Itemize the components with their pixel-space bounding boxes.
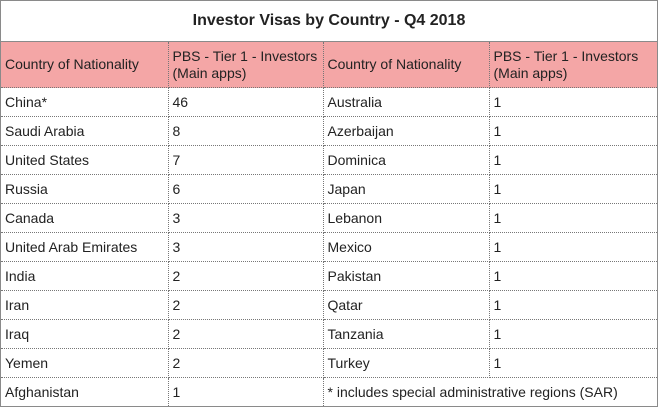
right-country-cell: Azerbaijan <box>323 116 490 146</box>
left-count-cell: 2 <box>168 348 324 378</box>
table-row: Iraq 2 Tanzania 1 <box>1 319 657 349</box>
left-count-cell: 3 <box>168 203 324 233</box>
left-count-cell: 2 <box>168 290 324 320</box>
left-country-cell: Iraq <box>1 319 169 349</box>
left-count-cell: 46 <box>168 87 324 117</box>
right-country-cell: Australia <box>323 87 490 117</box>
right-count-cell: 1 <box>489 348 657 378</box>
right-count-cell: 1 <box>489 203 657 233</box>
header-left-count: PBS - Tier 1 - Investors (Main apps) <box>168 42 324 88</box>
right-country-cell: Tanzania <box>323 319 490 349</box>
right-count-cell: 1 <box>489 174 657 204</box>
right-count-cell: 1 <box>489 116 657 146</box>
left-count-cell: 2 <box>168 261 324 291</box>
table-row: United Arab Emirates 3 Mexico 1 <box>1 232 657 262</box>
table-title: Investor Visas by Country - Q4 2018 <box>1 1 657 42</box>
header-left-country: Country of Nationality <box>1 42 169 88</box>
right-country-cell: Qatar <box>323 290 490 320</box>
right-country-cell: Turkey <box>323 348 490 378</box>
right-count-cell: 1 <box>489 232 657 262</box>
right-country-cell: Japan <box>323 174 490 204</box>
left-country-cell: Canada <box>1 203 169 233</box>
header-right-country: Country of Nationality <box>323 42 490 88</box>
right-count-cell: 1 <box>489 290 657 320</box>
table-row: United States 7 Dominica 1 <box>1 145 657 175</box>
right-count-cell: 1 <box>489 261 657 291</box>
left-count-cell: 7 <box>168 145 324 175</box>
header-row: Country of Nationality PBS - Tier 1 - In… <box>1 42 657 88</box>
left-country-cell: Yemen <box>1 348 169 378</box>
footnote-cell: * includes special administrative region… <box>327 384 618 400</box>
left-country-cell: Russia <box>1 174 169 204</box>
left-country-cell: Afghanistan <box>1 377 169 406</box>
right-country-cell: Mexico <box>323 232 490 262</box>
table-row: Canada 3 Lebanon 1 <box>1 203 657 233</box>
right-country-cell: Pakistan <box>323 261 490 291</box>
left-country-cell: United Arab Emirates <box>1 232 169 262</box>
right-country-cell: Dominica <box>323 145 490 175</box>
left-country-cell: United States <box>1 145 169 175</box>
visa-table: Country of Nationality PBS - Tier 1 - In… <box>1 42 657 406</box>
table-row: Russia 6 Japan 1 <box>1 174 657 204</box>
table-row-last: Afghanistan 1 * includes special adminis… <box>1 377 657 406</box>
right-count-cell: 1 <box>489 319 657 349</box>
table-row: Yemen 2 Turkey 1 <box>1 348 657 378</box>
table-row: India 2 Pakistan 1 <box>1 261 657 291</box>
left-count-cell: 8 <box>168 116 324 146</box>
left-count-cell: 6 <box>168 174 324 204</box>
table-row: China* 46 Australia 1 <box>1 87 657 117</box>
right-country-cell: Lebanon <box>323 203 490 233</box>
table-row: Iran 2 Qatar 1 <box>1 290 657 320</box>
left-country-cell: India <box>1 261 169 291</box>
right-count-cell: 1 <box>489 87 657 117</box>
left-country-cell: Saudi Arabia <box>1 116 169 146</box>
table-row: Saudi Arabia 8 Azerbaijan 1 <box>1 116 657 146</box>
right-count-cell: 1 <box>489 145 657 175</box>
header-right-count: PBS - Tier 1 - Investors (Main apps) <box>489 42 657 88</box>
left-count-cell: 3 <box>168 232 324 262</box>
left-country-cell: China* <box>1 87 169 117</box>
left-country-cell: Iran <box>1 290 169 320</box>
left-count-cell: 2 <box>168 319 324 349</box>
left-count-cell: 1 <box>168 377 324 406</box>
